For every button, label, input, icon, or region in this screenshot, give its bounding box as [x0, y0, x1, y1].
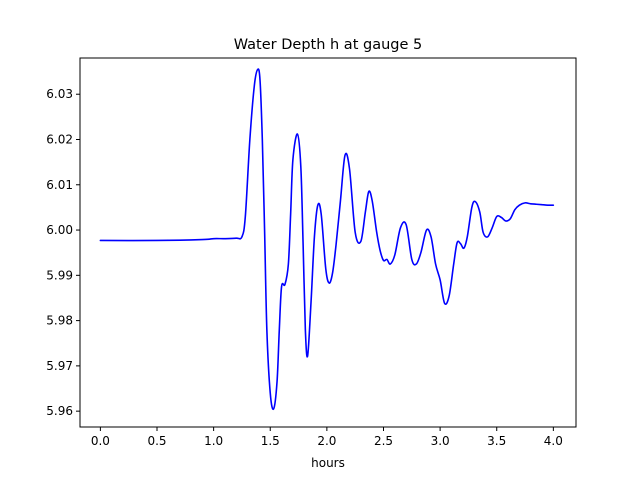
- y-tick-label: 5.98: [46, 314, 73, 328]
- x-tick-label: 1.0: [204, 434, 223, 448]
- y-tick-label: 6.01: [46, 178, 73, 192]
- y-axis: 5.96 5.97 5.98 5.99 6.00 6.01 6.02 6.03: [46, 87, 80, 418]
- x-tick-label: 4.0: [544, 434, 563, 448]
- x-tick-label: 0.5: [147, 434, 166, 448]
- y-tick-label: 5.96: [46, 404, 73, 418]
- x-tick-label: 0.0: [91, 434, 110, 448]
- axes-frame: [79, 57, 577, 428]
- chart-title: Water Depth h at gauge 5: [234, 37, 422, 53]
- x-tick-label: 3.5: [487, 434, 506, 448]
- y-tick-label: 5.97: [46, 359, 73, 373]
- x-tick-label: 2.0: [317, 434, 336, 448]
- x-axis: 0.0 0.5 1.0 1.5 2.0 2.5 3.0 3.5 4.0: [91, 427, 563, 448]
- y-tick-label: 6.02: [46, 132, 73, 146]
- x-tick-label: 3.0: [431, 434, 450, 448]
- x-axis-label: hours: [311, 456, 345, 470]
- y-tick-label: 6.00: [46, 223, 73, 237]
- x-tick-label: 1.5: [261, 434, 280, 448]
- plot-area: [79, 57, 577, 428]
- y-tick-label: 5.99: [46, 268, 73, 282]
- y-tick-label: 6.03: [46, 87, 73, 101]
- series-line: [99, 68, 555, 411]
- x-tick-label: 2.5: [374, 434, 393, 448]
